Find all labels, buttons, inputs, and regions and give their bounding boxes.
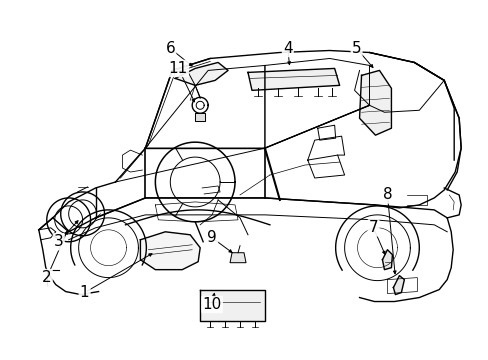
Polygon shape <box>140 232 200 270</box>
Polygon shape <box>200 289 264 321</box>
Text: 1: 1 <box>80 285 89 300</box>
Polygon shape <box>359 71 390 135</box>
Polygon shape <box>247 68 339 90</box>
Polygon shape <box>229 253 245 263</box>
Text: 10: 10 <box>202 297 221 312</box>
Text: 5: 5 <box>351 41 361 56</box>
Text: 3: 3 <box>54 234 63 249</box>
Text: 9: 9 <box>207 230 217 245</box>
Text: 2: 2 <box>42 270 51 285</box>
Text: 7: 7 <box>368 220 378 235</box>
Text: 8: 8 <box>382 188 391 202</box>
Text: 4: 4 <box>283 41 292 56</box>
Text: 11: 11 <box>168 61 187 76</box>
Polygon shape <box>195 113 205 121</box>
Polygon shape <box>175 62 227 85</box>
Polygon shape <box>393 276 404 294</box>
Text: 6: 6 <box>165 41 175 56</box>
Polygon shape <box>382 250 392 270</box>
